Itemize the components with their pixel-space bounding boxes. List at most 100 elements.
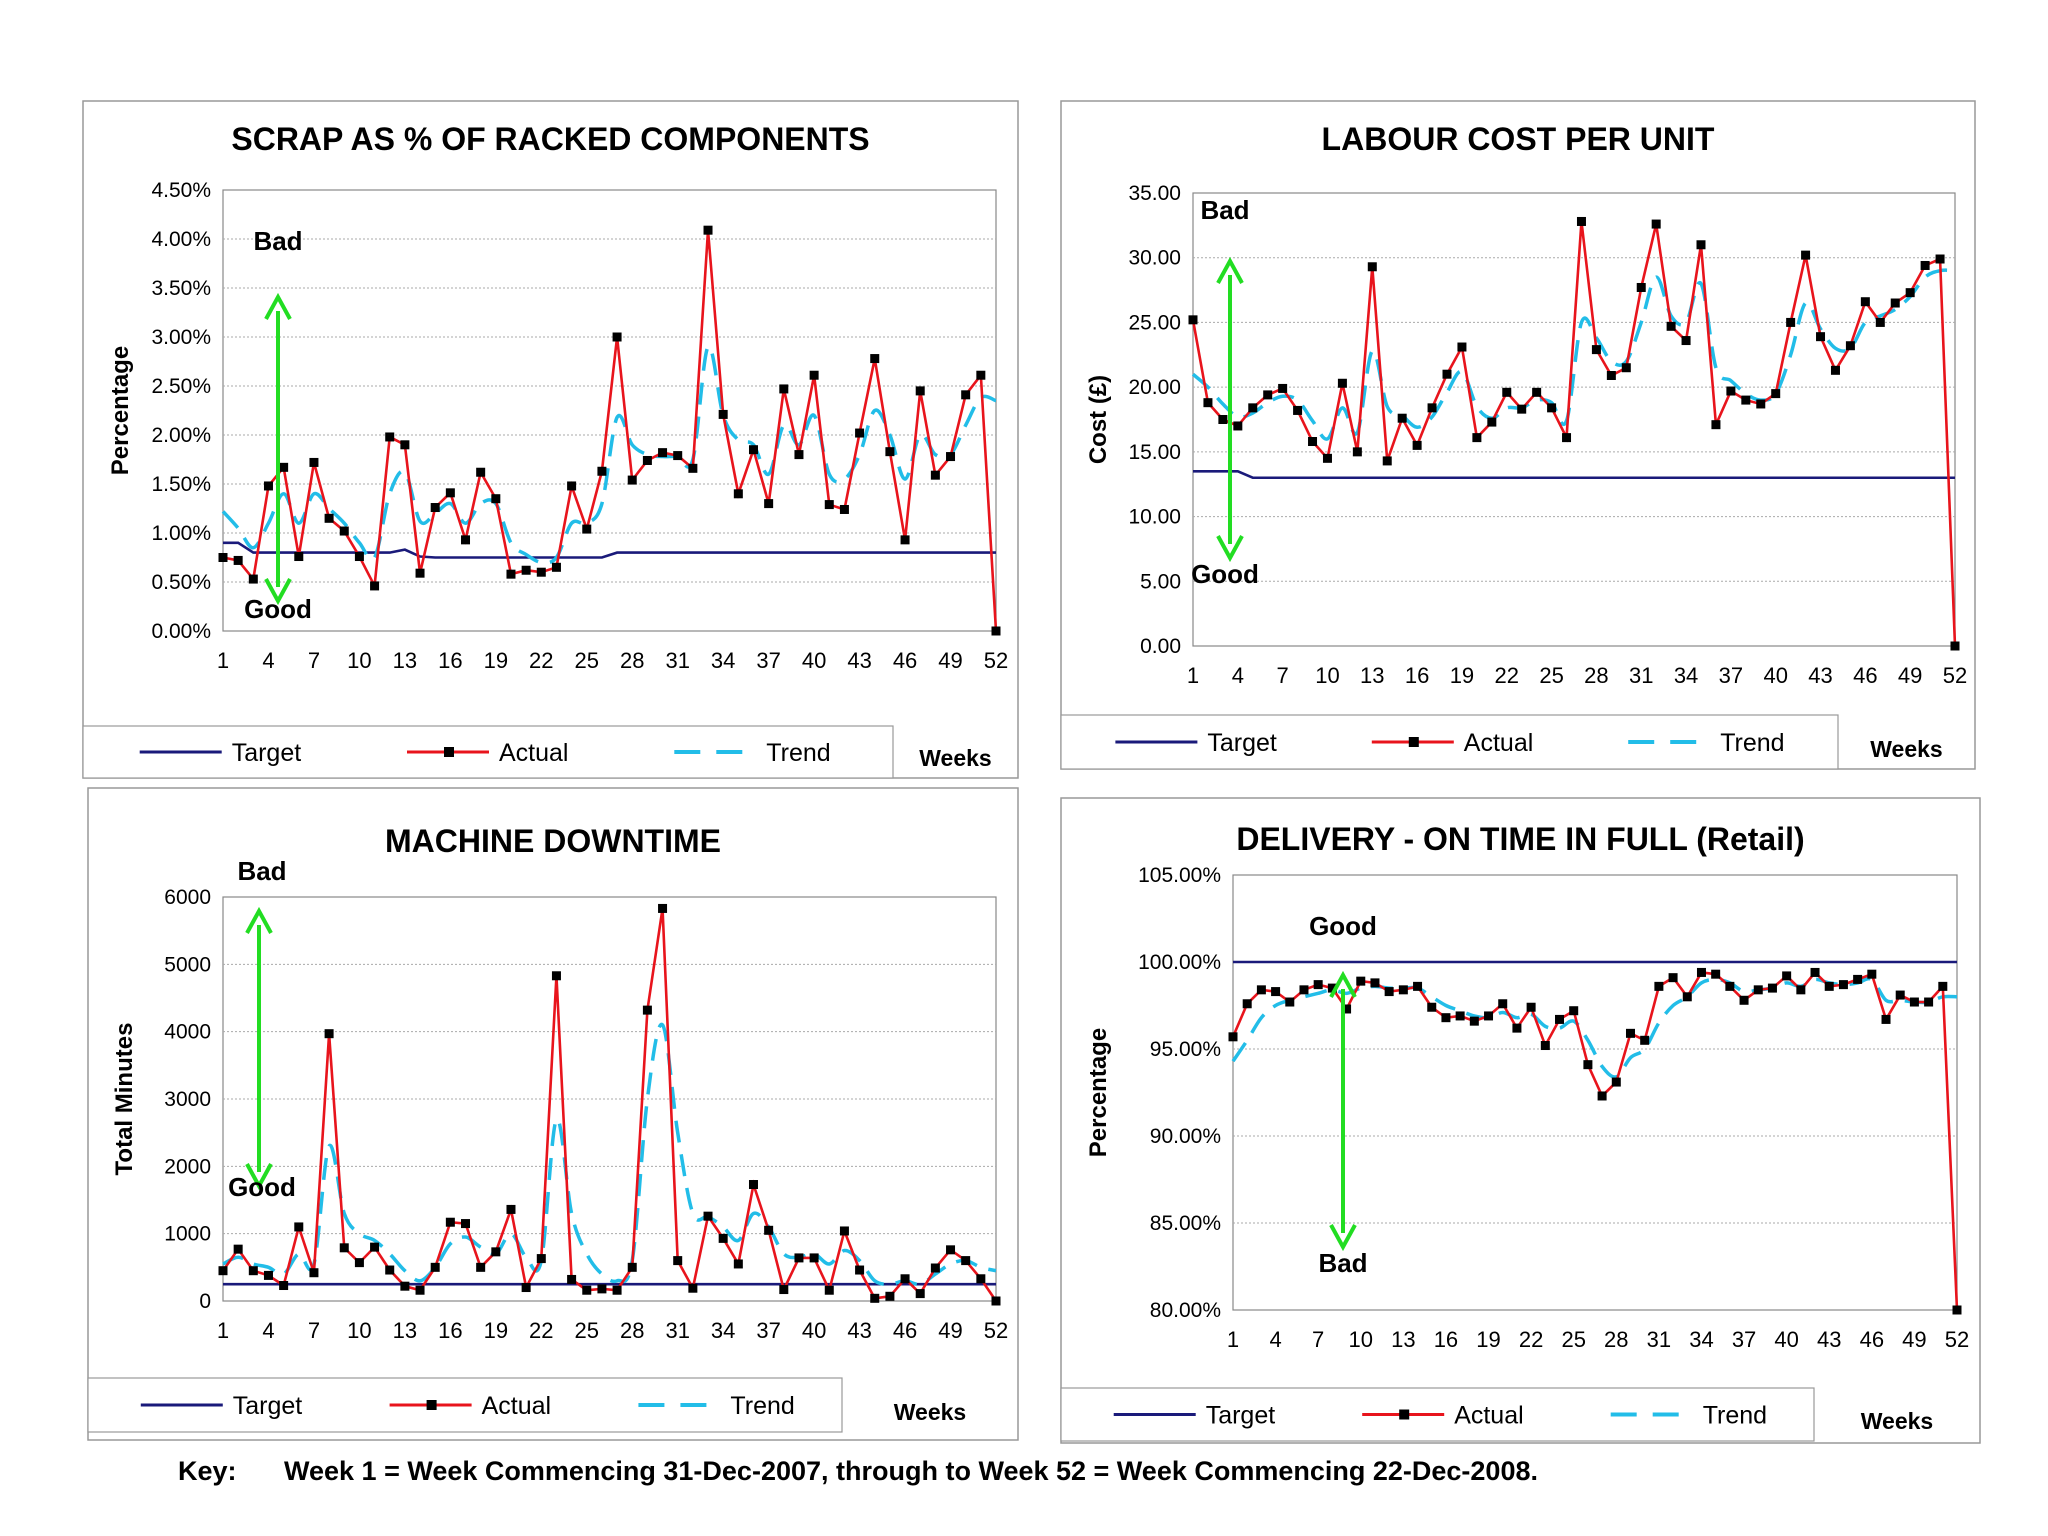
delivery-xlabel: Weeks — [1861, 1408, 1933, 1434]
downtime-actual-point — [551, 971, 561, 981]
labour-arrow-head-up — [1216, 256, 1244, 284]
labour-xtick-label: 52 — [1943, 663, 1967, 688]
downtime-actual-point — [991, 1296, 1001, 1306]
downtime-actual-point — [703, 1211, 713, 1221]
downtime-chart: MACHINE DOWNTIME 0 1000 2000 3000 4000 5000 600… — [87, 787, 1019, 1441]
downtime-series-trend — [222, 1022, 997, 1287]
scrap-actual-point — [324, 513, 334, 523]
delivery-legend-marker-actual — [1399, 1409, 1410, 1420]
labour-actual-point — [1801, 250, 1811, 260]
scrap-xtick-label: 43 — [847, 648, 871, 673]
downtime-actual-point — [354, 1258, 364, 1268]
delivery-actual-point — [1583, 1060, 1593, 1070]
labour-series-trend — [1191, 268, 1956, 441]
delivery-ytick-label: 80.00% — [1150, 1299, 1221, 1322]
downtime-xtick-label: 34 — [711, 1318, 735, 1343]
scrap-actual-point — [976, 370, 986, 380]
scrap-xtick-label: 52 — [984, 648, 1008, 673]
scrap-actual-point — [612, 332, 622, 342]
delivery-actual-point — [1909, 997, 1919, 1007]
scrap-xtick-label: 31 — [665, 648, 689, 673]
labour-xtick-label: 43 — [1808, 663, 1832, 688]
downtime-arrow-head-down — [245, 1163, 273, 1191]
labour-actual-point — [1397, 413, 1407, 423]
scrap-actual-point — [718, 409, 728, 419]
delivery-actual-point — [1682, 992, 1692, 1002]
delivery-xtick-label: 10 — [1349, 1327, 1373, 1352]
scrap-series-actual — [222, 230, 998, 632]
scrap-actual-point — [642, 455, 652, 465]
delivery-actual-point — [1484, 1011, 1494, 1021]
downtime-actual-point — [445, 1217, 455, 1227]
scrap-actual-point — [506, 569, 516, 579]
labour-actual-point — [1830, 365, 1840, 375]
labour-chart: LABOUR COST PER UNIT 0.00 5.00 10.00 15.00 20… — [1060, 100, 1976, 770]
labour-series-actual — [1191, 221, 1957, 647]
labour-xtick-label: 16 — [1405, 663, 1429, 688]
scrap-actual-point — [279, 462, 289, 472]
downtime-xtick-label: 16 — [438, 1318, 462, 1343]
scrap-actual-point — [748, 445, 758, 455]
scrap-ytick-label: 2.00% — [151, 424, 211, 447]
labour-actual-point — [1547, 403, 1557, 413]
scrap-xtick-label: 37 — [756, 648, 780, 673]
scrap-actual-point — [779, 384, 789, 394]
delivery-actual-point — [1555, 1014, 1565, 1024]
delivery-actual-point — [1327, 983, 1337, 993]
downtime-actual-point — [930, 1263, 940, 1273]
delivery-xtick-label: 1 — [1227, 1327, 1239, 1352]
labour-ytick-label: 10.00 — [1128, 506, 1181, 529]
scrap-actual-point — [551, 562, 561, 572]
labour-legend-label-actual: Actual — [1464, 729, 1533, 757]
downtime-actual-point — [612, 1285, 622, 1295]
labour-ytick-label: 20.00 — [1128, 376, 1181, 399]
downtime-actual-point — [855, 1265, 865, 1275]
labour-ytick-label: 15.00 — [1128, 441, 1181, 464]
scrap-actual-point — [385, 432, 395, 442]
delivery-xtick-label: 7 — [1312, 1327, 1324, 1352]
downtime-legend-label-trend: Trend — [730, 1392, 794, 1420]
scrap-series-trend — [221, 344, 997, 565]
scrap-title: SCRAP AS % OF RACKED COMPONENTS — [231, 121, 869, 157]
labour-ytick-label: 25.00 — [1128, 311, 1181, 334]
scrap-arrow-head-up — [264, 292, 292, 320]
delivery-chart: DELIVERY - ON TIME IN FULL (Retail) 80.00… — [1060, 797, 1981, 1444]
labour-actual-point — [1337, 378, 1347, 388]
downtime-xtick-label: 7 — [308, 1318, 320, 1343]
delivery-arrow-head-up — [1329, 970, 1357, 998]
scrap-arrow-head-down — [264, 578, 292, 606]
scrap-actual-point — [885, 447, 895, 457]
labour-actual-point — [1382, 456, 1392, 466]
delivery-plot-area — [1232, 874, 1958, 1311]
downtime-arrow-head-up — [245, 906, 273, 934]
delivery-ytick-label: 85.00% — [1150, 1212, 1221, 1235]
downtime-actual-point — [506, 1204, 516, 1214]
delivery-legend-label-actual: Actual — [1454, 1402, 1523, 1430]
scrap-chart: SCRAP AS % OF RACKED COMPONENTS 0.00% 0.50… — [82, 100, 1019, 779]
labour-series-target — [1193, 469, 1955, 480]
delivery-actual-point — [1625, 1028, 1635, 1038]
labour-xtick-label: 7 — [1277, 663, 1289, 688]
scrap-actual-point — [794, 450, 804, 460]
downtime-actual-point — [870, 1293, 880, 1303]
downtime-ytick-label: 2000 — [164, 1155, 211, 1178]
downtime-series-actual — [221, 908, 998, 1302]
scrap-legend-label-target: Target — [232, 739, 302, 767]
delivery-actual-point — [1810, 967, 1820, 977]
downtime-xtick-label: 28 — [620, 1318, 644, 1343]
labour-ytick-label: 35.00 — [1128, 182, 1181, 205]
labour-actual-point — [1741, 395, 1751, 405]
labour-actual-point — [1532, 387, 1542, 397]
labour-actual-point — [1487, 417, 1497, 427]
downtime-actual-point — [794, 1253, 804, 1263]
scrap-xtick-label: 46 — [893, 648, 917, 673]
scrap-xtick-label: 40 — [802, 648, 826, 673]
downtime-actual-point — [748, 1180, 758, 1190]
downtime-actual-point — [900, 1274, 910, 1284]
labour-actual-point — [1935, 254, 1945, 264]
labour-actual-point — [1427, 403, 1437, 413]
delivery-actual-point — [1242, 999, 1252, 1009]
labour-actual-point — [1576, 216, 1586, 226]
delivery-actual-point — [1398, 985, 1408, 995]
labour-actual-point — [1726, 386, 1736, 396]
